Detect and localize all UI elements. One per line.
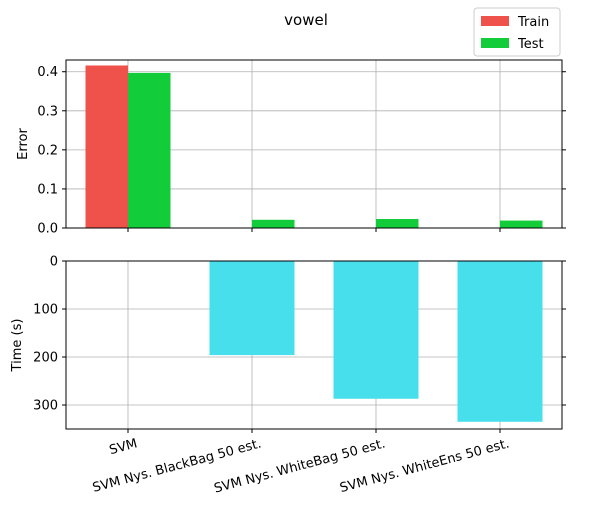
time-ytick-label: 200 [33,351,58,366]
legend-label-train: Train [517,15,549,30]
error-panel: 0.0 0.1 0.2 0.3 0.4 Error [16,60,566,237]
error-bar-test [252,220,295,228]
error-ytick-label: 0.1 [37,182,58,197]
error-ytick-label: 0.4 [37,65,58,80]
error-bar-test [128,73,171,228]
chart-title: vowel [284,11,328,29]
legend-label-test: Test [517,37,544,52]
error-ylabel: Error [16,128,31,160]
error-bar-test [500,221,543,228]
error-ytick-label: 0.0 [37,222,58,237]
legend: Train Test [474,8,560,56]
time-ytick-label: 100 [33,303,58,318]
error-bar-train [86,65,129,228]
time-bar [210,261,295,355]
time-bar [458,261,543,422]
time-ytick-label: 300 [33,399,58,414]
error-ytick-label: 0.2 [37,143,58,158]
time-ylabel: Time (s) [10,319,25,373]
time-bar [334,261,419,399]
legend-swatch-train [481,16,509,26]
category-label: SVM [108,436,139,458]
legend-swatch-test [481,38,509,48]
time-ytick-label: 0 [50,255,58,270]
error-bar-test [376,219,419,228]
error-ytick-label: 0.3 [37,104,58,119]
